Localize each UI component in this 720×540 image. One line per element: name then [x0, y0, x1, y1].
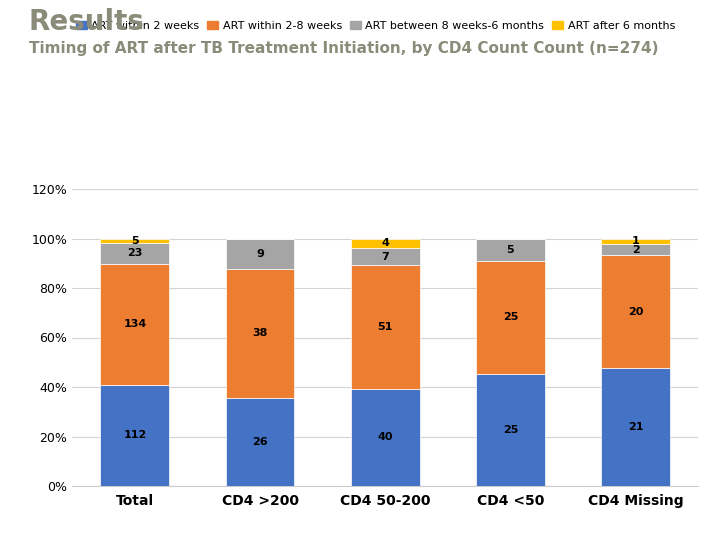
Text: 5: 5 — [131, 236, 139, 246]
Bar — [351, 389, 420, 486]
Text: 134: 134 — [123, 319, 146, 329]
Text: 38: 38 — [252, 328, 268, 339]
Text: 21: 21 — [628, 422, 643, 432]
Bar — [101, 264, 169, 385]
Text: 5: 5 — [507, 245, 514, 255]
Bar — [225, 269, 294, 398]
Bar — [476, 239, 545, 261]
Bar — [476, 374, 545, 486]
Bar — [225, 239, 294, 269]
Bar — [101, 385, 169, 486]
Text: 112: 112 — [123, 430, 146, 441]
Bar — [351, 248, 420, 265]
Text: Timing of ART after TB Treatment Initiation, by CD4 Count Count (n=274): Timing of ART after TB Treatment Initiat… — [29, 40, 658, 56]
Text: 7: 7 — [382, 252, 389, 262]
Bar — [101, 243, 169, 264]
Text: 40: 40 — [377, 433, 393, 442]
Bar — [225, 398, 294, 486]
Text: 2: 2 — [631, 245, 639, 255]
Text: 26: 26 — [252, 437, 268, 447]
Bar — [476, 261, 545, 374]
Text: 25: 25 — [503, 312, 518, 322]
Text: 25: 25 — [503, 425, 518, 435]
Text: 9: 9 — [256, 249, 264, 259]
Bar — [601, 368, 670, 486]
Text: 20: 20 — [628, 307, 643, 316]
Bar — [101, 239, 169, 243]
Bar — [351, 239, 420, 248]
Text: 4: 4 — [382, 238, 389, 248]
Bar — [351, 265, 420, 389]
Legend: ART within 2 weeks, ART within 2-8 weeks, ART between 8 weeks-6 months, ART afte: ART within 2 weeks, ART within 2-8 weeks… — [71, 16, 680, 35]
Bar — [601, 255, 670, 368]
Text: 1: 1 — [631, 237, 639, 246]
Text: Results: Results — [29, 8, 145, 36]
Bar — [601, 239, 670, 244]
Bar — [601, 244, 670, 255]
Text: 51: 51 — [377, 322, 393, 332]
Text: 23: 23 — [127, 248, 143, 259]
